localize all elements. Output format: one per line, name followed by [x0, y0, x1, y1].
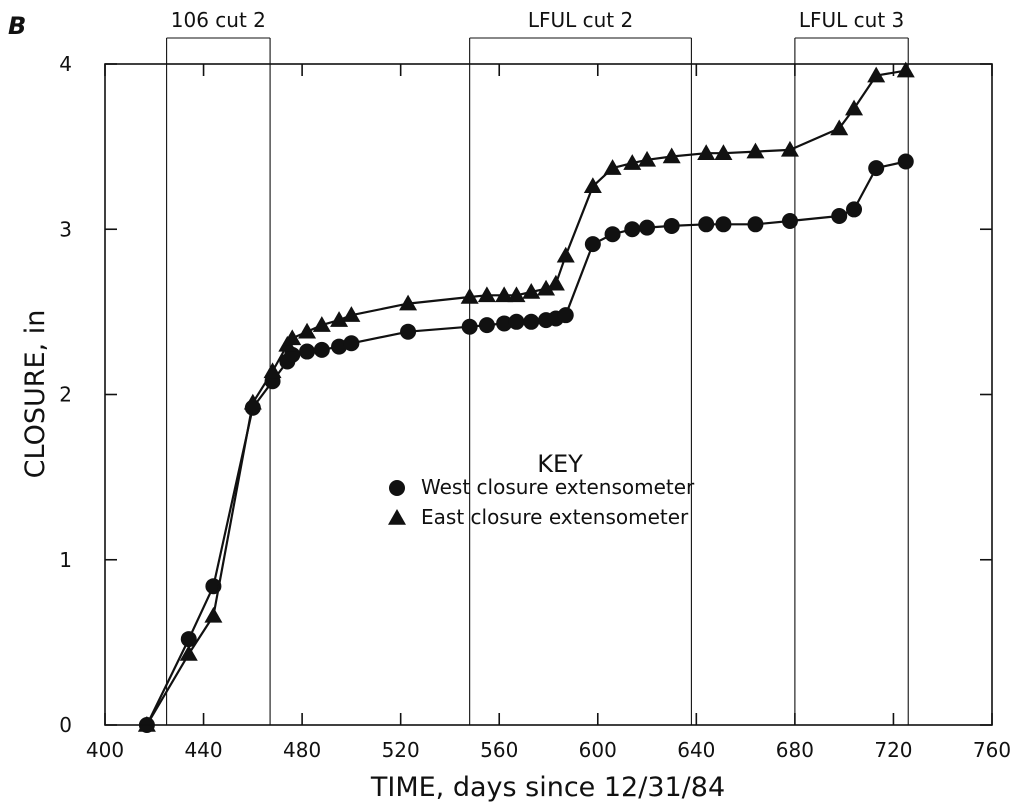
- data-point: [639, 219, 656, 236]
- cut-periods: 106 cut 2 LFUL cut 2 LFUL cut 3: [166, 8, 909, 725]
- data-point: [896, 61, 915, 78]
- data-point: [204, 606, 223, 623]
- data-point: [624, 221, 641, 238]
- x-tick-label: 400: [86, 738, 124, 762]
- data-point: [508, 313, 525, 330]
- x-tick-label: 760: [973, 738, 1011, 762]
- data-point: [897, 153, 914, 170]
- data-point: [714, 144, 733, 160]
- data-point: [845, 99, 864, 116]
- data-point: [697, 144, 716, 160]
- data-point: [603, 159, 622, 175]
- data-point: [546, 274, 565, 291]
- data-point: [283, 329, 302, 346]
- series-line: [145, 160, 907, 726]
- data-point: [263, 362, 282, 379]
- x-tick-label: 720: [874, 738, 912, 762]
- data-point: [330, 311, 349, 327]
- data-point: [180, 631, 197, 648]
- data-point: [496, 315, 513, 332]
- data-point: [298, 322, 317, 339]
- data-point: [179, 644, 198, 661]
- data-point: [312, 316, 331, 332]
- data-point: [830, 119, 849, 136]
- series-triangle: [137, 61, 915, 732]
- data-point: [831, 208, 848, 225]
- data-point: [342, 306, 361, 322]
- y-tick-label: 2: [59, 383, 72, 407]
- data-point: [638, 150, 657, 167]
- data-point: [867, 66, 886, 83]
- data-point: [137, 716, 156, 732]
- y-tick-label: 0: [59, 713, 72, 737]
- x-tick-label: 480: [283, 738, 321, 762]
- data-point: [313, 341, 330, 358]
- data-point: [343, 335, 360, 352]
- data-point: [478, 317, 495, 334]
- data-point: [460, 288, 479, 304]
- data-point: [299, 343, 316, 360]
- data-point: [584, 236, 601, 253]
- legend-marker-triangle: [388, 509, 406, 525]
- legend-title: KEY: [537, 450, 583, 478]
- data-point: [537, 279, 556, 296]
- data-point: [846, 201, 863, 218]
- data-point: [698, 216, 715, 233]
- data-point: [583, 177, 602, 194]
- data-point: [868, 160, 885, 177]
- axes: [104, 63, 993, 726]
- data-point: [623, 154, 642, 170]
- legend-label: West closure extensometer: [421, 475, 695, 499]
- tick-marks: 400 440 480 520 560 600 640 680 720 760 0 1 2 3 4: [59, 52, 1011, 762]
- period-label: LFUL cut 3: [799, 8, 904, 32]
- legend-label: East closure extensometer: [421, 505, 689, 529]
- data-point: [557, 307, 574, 324]
- data-point: [663, 217, 680, 234]
- data-point: [243, 393, 262, 410]
- panel-label: B: [8, 12, 26, 40]
- data-series: [137, 61, 915, 733]
- data-point: [747, 216, 764, 233]
- y-axis-label: CLOSURE, in: [20, 310, 51, 479]
- x-axis-label: TIME, days since 12/31/84: [370, 772, 725, 803]
- y-tick-label: 4: [59, 52, 72, 76]
- y-tick-label: 1: [59, 548, 72, 572]
- data-point: [400, 323, 417, 340]
- y-tick-label: 3: [59, 217, 72, 241]
- period-label: 106 cut 2: [171, 8, 266, 32]
- legend: KEY West closure extensometer East closur…: [388, 450, 695, 529]
- data-point: [662, 147, 681, 164]
- data-point: [523, 313, 540, 330]
- data-point: [781, 212, 798, 229]
- data-point: [477, 286, 496, 303]
- data-point: [604, 226, 621, 243]
- data-point: [461, 318, 478, 335]
- x-tick-label: 680: [776, 738, 814, 762]
- data-point: [399, 294, 418, 311]
- x-tick-label: 640: [677, 738, 715, 762]
- data-point: [780, 140, 799, 157]
- data-point: [556, 246, 575, 263]
- data-point: [522, 283, 541, 299]
- x-tick-label: 600: [579, 738, 617, 762]
- plot-frame: [104, 63, 993, 726]
- data-point: [746, 142, 765, 159]
- period-label: LFUL cut 2: [528, 8, 633, 32]
- series-circle: [138, 153, 914, 733]
- x-tick-label: 560: [480, 738, 518, 762]
- x-tick-label: 440: [184, 738, 222, 762]
- data-point: [715, 216, 732, 233]
- data-point: [507, 286, 526, 303]
- legend-marker-circle: [389, 480, 405, 496]
- data-point: [495, 286, 514, 303]
- data-point: [331, 338, 348, 355]
- x-tick-label: 520: [382, 738, 420, 762]
